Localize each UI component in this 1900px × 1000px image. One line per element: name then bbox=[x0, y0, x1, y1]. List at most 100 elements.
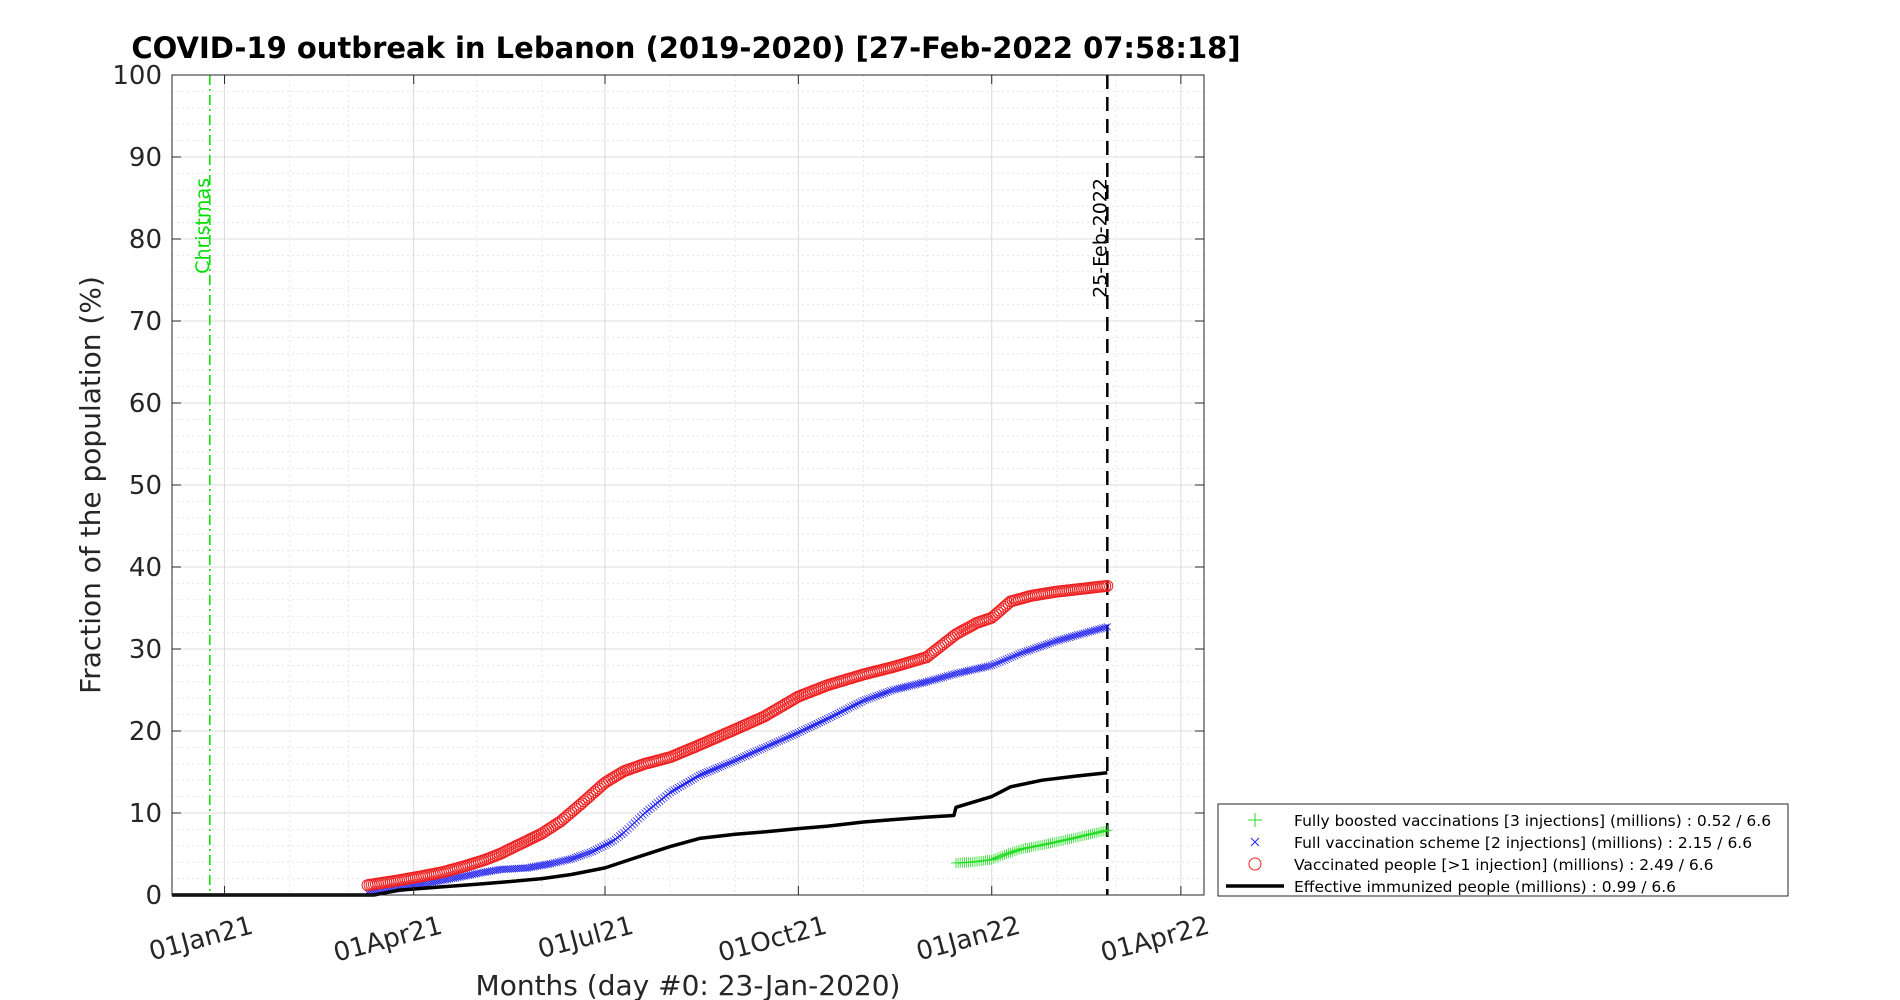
data-point bbox=[870, 693, 878, 701]
data-point bbox=[929, 644, 941, 657]
data-point bbox=[1060, 835, 1071, 846]
series-circle-group bbox=[361, 579, 1114, 892]
grid-lines bbox=[172, 74, 1204, 896]
data-point bbox=[813, 719, 822, 728]
y-tick-label: 90 bbox=[129, 143, 162, 173]
data-point bbox=[779, 735, 788, 743]
data-point bbox=[540, 824, 553, 837]
data-point bbox=[1036, 642, 1044, 651]
data-point bbox=[1076, 630, 1084, 639]
data-point bbox=[1006, 653, 1015, 662]
data-point bbox=[880, 689, 889, 697]
data-point bbox=[775, 737, 784, 745]
y-tick-label: 20 bbox=[129, 717, 162, 747]
data-point bbox=[1103, 623, 1112, 631]
data-point bbox=[926, 676, 935, 685]
data-point bbox=[765, 741, 773, 750]
data-point bbox=[1055, 636, 1063, 644]
data-point bbox=[1002, 655, 1011, 664]
data-point bbox=[990, 660, 998, 669]
data-point bbox=[596, 778, 609, 791]
data-point bbox=[876, 690, 885, 699]
data-point bbox=[1095, 625, 1103, 633]
data-point bbox=[1050, 637, 1059, 646]
data-point bbox=[1101, 623, 1109, 632]
data-point bbox=[725, 759, 733, 767]
data-point bbox=[571, 853, 580, 862]
data-point bbox=[758, 744, 767, 753]
data-point bbox=[702, 768, 710, 777]
vertical-markers: Christmas 25-Feb-2022 bbox=[192, 75, 1111, 895]
data-point bbox=[784, 733, 792, 742]
legend-box bbox=[1217, 803, 1789, 897]
data-point bbox=[756, 745, 765, 754]
data-point bbox=[763, 742, 771, 751]
data-point bbox=[997, 850, 1008, 861]
data-point bbox=[742, 752, 750, 760]
legend-entry-label: Full vaccination scheme [2 injections] (… bbox=[1294, 834, 1752, 852]
data-point bbox=[834, 709, 843, 718]
data-point bbox=[1019, 648, 1028, 657]
data-point bbox=[1077, 831, 1088, 842]
data-point bbox=[1087, 828, 1098, 839]
data-point bbox=[994, 658, 1002, 667]
data-point bbox=[998, 657, 1007, 665]
data-point bbox=[1101, 579, 1114, 592]
data-point bbox=[1018, 843, 1029, 854]
data-point bbox=[666, 788, 674, 797]
data-point bbox=[1093, 625, 1101, 634]
data-point bbox=[1074, 631, 1082, 639]
data-point bbox=[1081, 830, 1092, 841]
data-point bbox=[1003, 848, 1014, 859]
data-point bbox=[685, 777, 693, 786]
data-point bbox=[683, 778, 691, 787]
data-point bbox=[739, 752, 748, 761]
data-point bbox=[882, 688, 891, 697]
data-point bbox=[996, 658, 1004, 666]
data-point bbox=[878, 690, 887, 698]
data-point bbox=[582, 849, 590, 858]
data-point bbox=[1083, 829, 1094, 840]
y-tick-label: 60 bbox=[129, 389, 162, 419]
legend-entry-label: Effective immunized people (millions) : … bbox=[1294, 878, 1676, 896]
data-point bbox=[884, 687, 893, 696]
data-point bbox=[920, 651, 933, 664]
data-point bbox=[1079, 830, 1090, 841]
x-axis-label: Months (day #0: 23-Jan-2020) bbox=[476, 969, 901, 1000]
data-point bbox=[937, 638, 950, 651]
data-point bbox=[575, 852, 584, 860]
data-point bbox=[935, 674, 943, 683]
series-line-group bbox=[172, 771, 1108, 897]
data-point bbox=[605, 839, 613, 847]
data-point bbox=[986, 854, 997, 865]
data-point bbox=[1099, 624, 1107, 632]
data-point bbox=[1048, 638, 1057, 647]
data-point bbox=[771, 739, 780, 747]
data-point bbox=[945, 671, 954, 680]
data-point bbox=[826, 713, 834, 722]
data-point bbox=[935, 639, 948, 652]
data-point bbox=[1004, 654, 1013, 663]
data-point bbox=[792, 729, 801, 738]
data-point bbox=[1078, 629, 1086, 638]
data-point bbox=[767, 740, 775, 749]
data-point bbox=[1037, 839, 1048, 850]
data-point bbox=[872, 692, 880, 700]
data-point bbox=[933, 675, 941, 683]
data-point bbox=[681, 780, 689, 788]
data-point bbox=[1096, 826, 1107, 837]
data-point bbox=[580, 850, 588, 859]
data-point bbox=[670, 786, 679, 794]
data-point bbox=[939, 673, 948, 681]
data-point bbox=[769, 739, 777, 748]
data-point bbox=[1008, 652, 1017, 661]
data-point bbox=[1044, 639, 1053, 648]
data-point bbox=[1098, 826, 1109, 837]
data-point bbox=[729, 757, 737, 766]
data-point bbox=[727, 758, 735, 767]
data-point bbox=[569, 854, 578, 862]
data-point bbox=[1039, 839, 1050, 850]
data-point bbox=[1068, 833, 1079, 844]
data-point bbox=[592, 845, 601, 854]
data-point bbox=[1021, 647, 1030, 656]
